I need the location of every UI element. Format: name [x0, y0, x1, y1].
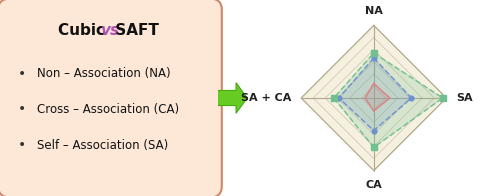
Text: Non – Association (NA): Non – Association (NA)	[37, 67, 170, 80]
Polygon shape	[301, 25, 446, 171]
Point	[438, 96, 446, 100]
FancyBboxPatch shape	[0, 0, 222, 196]
Text: NA: NA	[365, 6, 382, 16]
Text: •: •	[18, 138, 26, 152]
Point	[370, 51, 378, 54]
Text: Cross – Association (CA): Cross – Association (CA)	[37, 103, 179, 116]
Point	[330, 96, 338, 100]
Text: SA + CA: SA + CA	[242, 93, 292, 103]
Polygon shape	[365, 83, 390, 111]
Text: Cubic: Cubic	[58, 23, 110, 38]
Point	[370, 56, 378, 60]
Point	[408, 96, 416, 100]
Point	[335, 96, 343, 100]
Polygon shape	[339, 58, 411, 131]
Text: SAFT: SAFT	[110, 23, 159, 38]
Text: •: •	[18, 102, 26, 116]
Text: Self – Association (SA): Self – Association (SA)	[37, 139, 168, 152]
Text: vs: vs	[100, 23, 119, 38]
Point	[370, 129, 378, 132]
Text: •: •	[18, 66, 26, 81]
Text: CA: CA	[366, 180, 382, 190]
FancyArrow shape	[218, 83, 247, 113]
Polygon shape	[334, 53, 442, 147]
Text: SA: SA	[456, 93, 472, 103]
Point	[370, 146, 378, 149]
